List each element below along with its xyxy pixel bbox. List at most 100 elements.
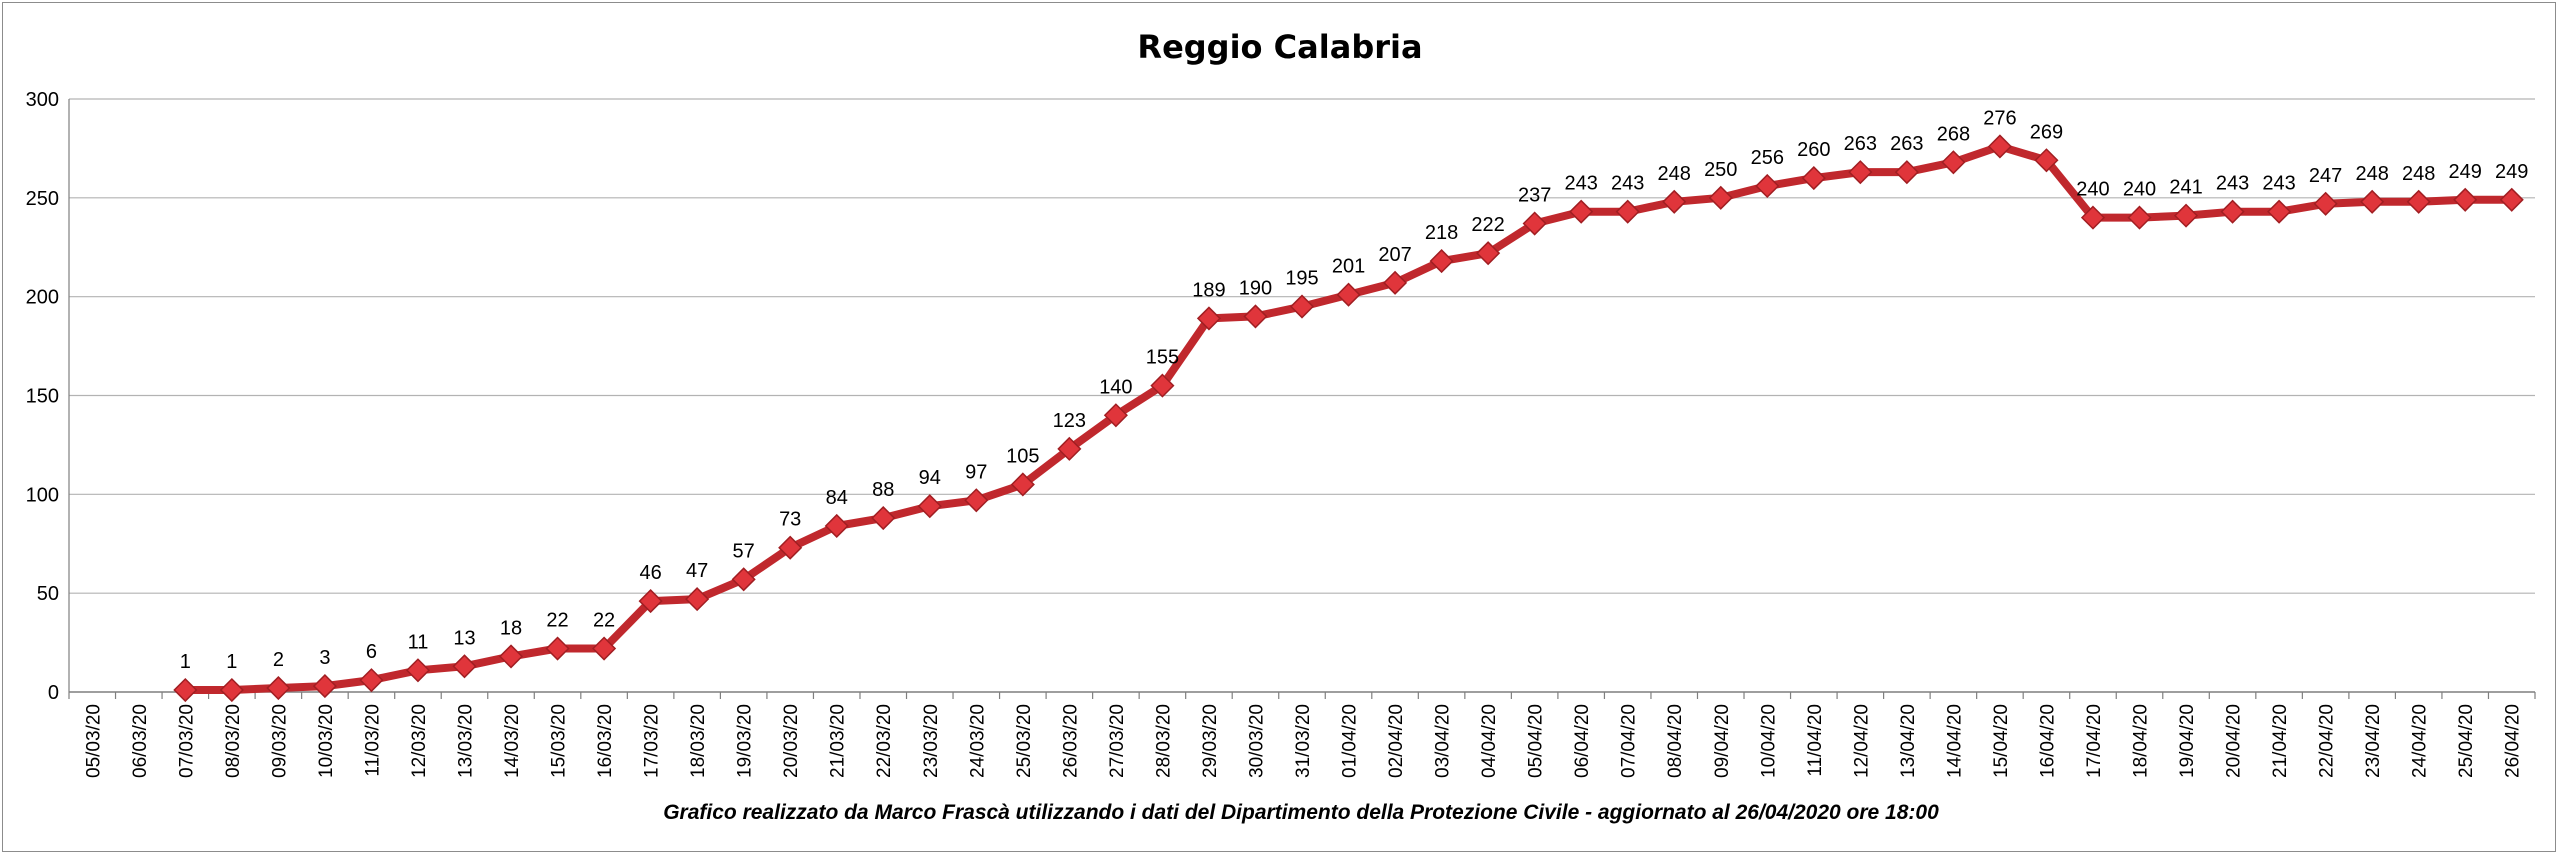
data-point-marker [778, 535, 803, 560]
y-tick-label: 50 [37, 583, 59, 605]
x-tick-label: 26/04/20 [2503, 704, 2524, 778]
data-label: 243 [2216, 173, 2249, 195]
x-tick-label: 02/04/20 [1386, 704, 1407, 778]
x-tick-label: 19/03/20 [735, 704, 756, 778]
data-point-marker [359, 668, 384, 693]
data-point-marker [964, 488, 989, 513]
data-label: 195 [1285, 268, 1318, 290]
data-point-marker [2127, 205, 2152, 230]
data-label: 22 [546, 610, 568, 632]
data-label: 249 [2495, 161, 2528, 183]
x-tick-label: 25/03/20 [1014, 704, 1035, 778]
data-label: 88 [872, 479, 894, 501]
data-point-marker [2453, 187, 2478, 212]
data-label: 263 [1890, 133, 1923, 155]
data-point-marker [1243, 304, 1268, 329]
data-point-marker [1289, 294, 1315, 319]
data-point-marker [1848, 160, 1873, 185]
x-tick-label: 27/03/20 [1107, 704, 1128, 778]
x-tick-label: 01/04/20 [1340, 704, 1361, 778]
x-tick-label: 07/04/20 [1619, 704, 1640, 778]
x-tick-label: 04/04/20 [1479, 704, 1500, 778]
data-point-marker [1569, 199, 1594, 224]
data-point-marker [2034, 148, 2059, 173]
data-point-marker [1941, 150, 1966, 175]
data-label: 13 [453, 627, 475, 649]
data-label: 3 [319, 647, 330, 669]
data-label: 249 [2449, 161, 2482, 183]
data-label: 276 [1983, 107, 2016, 129]
data-point-marker [312, 674, 337, 699]
data-point-marker [1010, 472, 1035, 497]
data-label: 155 [1146, 347, 1179, 369]
x-tick-label: 16/04/20 [2037, 704, 2058, 778]
x-tick-label: 06/04/20 [1572, 704, 1593, 778]
x-tick-label: 11/03/20 [362, 704, 383, 777]
y-tick-label: 0 [48, 682, 59, 704]
x-tick-label: 23/04/20 [2363, 704, 2384, 778]
data-label: 243 [1564, 173, 1597, 195]
data-label: 105 [1006, 445, 1039, 467]
data-label: 243 [1611, 173, 1644, 195]
data-label: 240 [2123, 179, 2156, 201]
data-point-marker [2313, 191, 2338, 216]
x-tick-label: 21/04/20 [2270, 704, 2291, 778]
data-label: 123 [1053, 410, 1086, 432]
x-tick-label: 31/03/20 [1293, 704, 1314, 778]
x-tick-label: 14/03/20 [502, 704, 523, 778]
data-label: 247 [2309, 165, 2342, 187]
x-tick-label: 12/04/20 [1851, 704, 1872, 778]
data-point-marker [824, 513, 849, 539]
data-label: 241 [2169, 177, 2202, 199]
data-label: 2 [273, 649, 284, 671]
data-label: 263 [1844, 133, 1877, 155]
data-label: 248 [2402, 163, 2435, 185]
x-tick-label: 18/03/20 [688, 704, 709, 778]
data-point-marker [1150, 373, 1175, 398]
x-tick-label: 20/03/20 [781, 704, 802, 778]
data-label: 256 [1751, 147, 1784, 169]
data-label: 73 [779, 509, 801, 531]
data-label: 11 [408, 631, 429, 653]
data-label: 190 [1239, 277, 1272, 299]
y-axis: 0 50 100 150 200 250 300 [26, 89, 70, 704]
data-label: 189 [1192, 279, 1225, 301]
data-label: 222 [1471, 214, 1504, 236]
x-tick-label: 29/03/20 [1200, 704, 1221, 778]
y-tick-label: 150 [26, 386, 59, 408]
x-tick-label: 21/03/20 [828, 704, 849, 778]
data-point-marker [2499, 187, 2524, 212]
data-label: 260 [1797, 139, 1830, 161]
data-point-marker [405, 658, 431, 683]
data-point-marker [1708, 185, 1733, 210]
data-point-marker [592, 636, 617, 661]
data-label: 47 [686, 560, 708, 582]
x-tick-label: 10/03/20 [316, 704, 337, 778]
data-point-marker [1336, 282, 1361, 307]
data-label: 237 [1518, 185, 1551, 207]
x-tick-label: 25/04/20 [2456, 704, 2477, 778]
x-tick-label: 30/03/20 [1246, 704, 1267, 778]
data-point-marker [2080, 205, 2106, 230]
data-point-marker [1662, 189, 1687, 214]
x-tick-label: 08/04/20 [1665, 704, 1686, 778]
data-label: 248 [2355, 163, 2388, 185]
x-tick-label: 17/03/20 [642, 704, 663, 778]
y-tick-label: 300 [26, 89, 59, 111]
data-point-marker [1057, 436, 1082, 461]
data-point-marker [545, 636, 570, 661]
data-point-marker [1522, 211, 1547, 236]
x-tick-label: 20/04/20 [2224, 704, 2245, 778]
data-label: 46 [639, 562, 661, 584]
data-label: 18 [500, 617, 522, 639]
data-point-marker [638, 589, 663, 614]
data-label: 84 [826, 487, 848, 509]
data-point-marker [871, 505, 896, 531]
x-tick-label: 09/04/20 [1712, 704, 1733, 778]
x-tick-label: 05/04/20 [1526, 704, 1547, 778]
data-point-marker [1615, 199, 1640, 224]
x-tick-label: 12/03/20 [409, 704, 430, 778]
x-tick-label: 26/03/20 [1060, 704, 1081, 778]
y-tick-label: 100 [26, 484, 59, 506]
